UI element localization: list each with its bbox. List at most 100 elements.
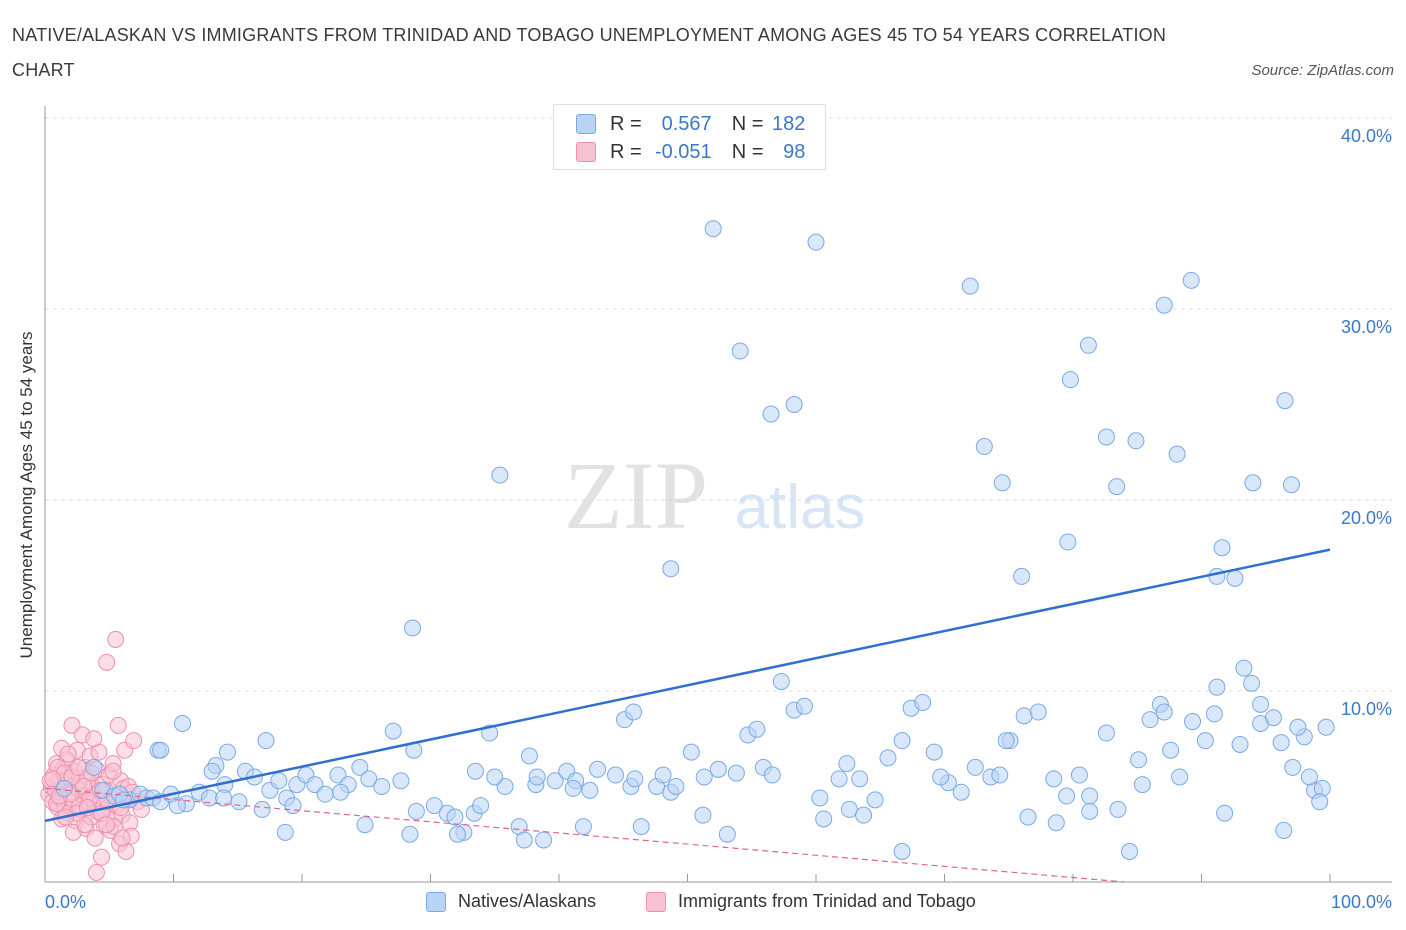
legend-n-label: N = [731,140,764,163]
point-natives [1182,271,1200,289]
y-tick-label: 20.0% [1341,508,1392,528]
trend-line-natives [44,548,1331,823]
point-natives [1059,533,1077,551]
point-natives [284,797,302,815]
point-trinidad [107,630,125,648]
point-natives [351,758,369,776]
y-axis-label: Unemployment Among Ages 45 to 54 years [17,331,36,659]
bottom-legend-natives: Natives/Alaskans [426,891,596,912]
bottom-legend-label-natives: Natives/Alaskans [458,891,597,911]
point-natives [694,806,712,824]
point-natives [515,831,533,849]
legend-r-natives: 0.567 [661,112,712,135]
point-natives [1058,787,1076,805]
point-natives [1081,787,1099,805]
point-natives [486,768,504,786]
point-natives [373,778,391,795]
point-trinidad [44,770,62,788]
point-natives [772,672,790,690]
watermark-zip: ZIP [564,442,708,549]
legend-n-natives: 182 [772,112,806,135]
point-natives [1289,718,1307,736]
bottom-legend-swatch-natives [426,891,446,912]
point-natives [1252,695,1270,713]
point-natives [991,766,1009,784]
point-natives [472,797,490,815]
point-trinidad [109,716,127,734]
point-natives [893,842,911,860]
point-natives [785,396,803,413]
point-natives [215,789,233,807]
point-natives [1272,734,1290,752]
point-natives [879,749,897,767]
point-natives [546,772,564,790]
point-natives [1243,674,1261,692]
point-natives [1130,751,1148,769]
point-natives [682,743,700,761]
point-natives [168,797,186,815]
point-natives [1045,770,1063,788]
point-natives [1155,703,1173,721]
point-trinidad [86,829,104,847]
point-trinidad [125,732,143,750]
point-natives [448,825,466,843]
point-natives [446,808,464,826]
point-natives [727,764,745,782]
point-natives [1097,428,1115,446]
point-natives [1171,768,1189,786]
point-natives [332,783,350,801]
point-natives [535,831,553,849]
point-natives [1208,678,1226,696]
point-natives [1226,569,1244,587]
point-natives [1317,718,1335,736]
point-natives [830,770,848,788]
legend-box: R = 0.567 N = 182 R = -0.051 N = 98 [553,104,826,170]
point-natives [855,806,873,824]
chart-title: NATIVE/ALASKAN VS IMMIGRANTS FROM TRINID… [12,25,1167,80]
y-tick-label: 40.0% [1341,126,1392,146]
point-natives [276,823,294,841]
point-natives [1109,800,1127,818]
point-natives [1108,478,1126,496]
point-natives [966,758,984,776]
watermark-atlas: atlas [735,473,866,542]
bottom-legend-swatch-trinidad [646,891,666,912]
point-natives [925,743,943,761]
trend-lines [44,548,1331,883]
point-natives [528,768,546,786]
series-trinidad-points [40,630,150,881]
point-natives [316,785,334,803]
point-natives [55,779,73,797]
point-natives [218,743,236,761]
point-natives [564,779,582,797]
point-natives [1184,713,1202,731]
series-natives-points [55,220,1335,860]
point-trinidad [85,730,103,748]
point-natives [1264,709,1282,727]
point-natives [704,220,722,238]
point-natives [574,818,592,836]
point-natives [1081,802,1099,820]
point-natives [709,760,727,778]
watermark: ZIP atlas [564,442,865,549]
point-natives [1244,474,1262,492]
point-natives [1127,432,1145,450]
x-tick-label: 100.0% [1331,892,1392,912]
point-natives [1162,741,1180,759]
point-natives [1300,768,1318,786]
point-natives [1155,296,1173,314]
point-natives [893,732,911,750]
point-natives [731,342,749,360]
point-natives [520,747,538,765]
point-natives [1208,567,1226,585]
source-label: Source: ZipAtlas.com [1251,62,1394,79]
point-natives [425,797,443,815]
legend-r-label: R = [610,112,642,135]
point-natives [993,474,1011,492]
point-natives [466,762,484,780]
point-natives [404,619,422,637]
point-natives [607,766,625,784]
point-trinidad [98,653,116,671]
point-natives [851,770,869,788]
